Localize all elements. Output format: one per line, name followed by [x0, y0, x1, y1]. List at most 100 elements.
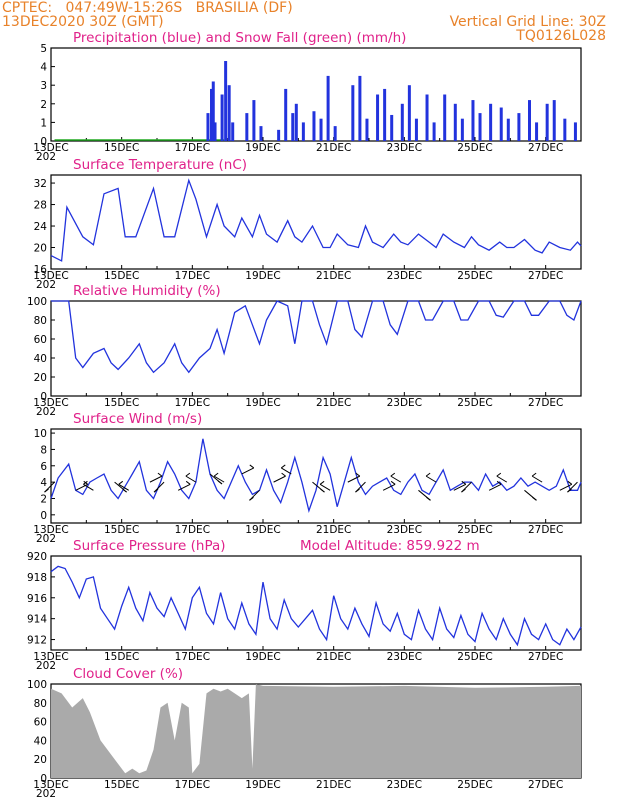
- precip-bar: [301, 122, 305, 141]
- precip-bar: [210, 88, 213, 141]
- precip-bar: [552, 100, 556, 141]
- temp-xtick-label: 17DEC: [175, 270, 210, 282]
- precip-bar: [425, 94, 429, 141]
- precip-bar: [351, 85, 355, 141]
- precip-bar: [284, 88, 288, 141]
- cloud-year-stub: 202: [36, 788, 56, 800]
- wind-arrow: [149, 475, 163, 483]
- wind-xtick-label: 13DEC: [33, 524, 68, 536]
- wind-ytick-label: 8: [40, 444, 47, 456]
- precip-bar: [227, 85, 231, 141]
- precip-bar: [383, 88, 387, 141]
- precip-xtick-label: 13DEC: [33, 142, 68, 154]
- temp-ytick-label: 16: [34, 264, 48, 276]
- precip-year-stub: 202: [36, 151, 56, 163]
- rh-xtick-label: 21DEC: [316, 397, 351, 409]
- precip-bar: [224, 61, 228, 141]
- cloud-xtick-label: 21DEC: [316, 779, 351, 791]
- precip-title: Precipitation (blue) and Snow Fall (gree…: [73, 30, 406, 46]
- wind-arrow-head: [390, 480, 396, 485]
- wind-arrow: [347, 475, 361, 483]
- precip-ytick-label: 1: [40, 117, 47, 129]
- wind-xtick-label: 25DEC: [457, 524, 492, 536]
- pressure-xtick-label: 15DEC: [104, 651, 139, 663]
- cloud-xtick-label: 25DEC: [457, 779, 492, 791]
- wind-arrow-head: [213, 472, 219, 477]
- precip-bar: [573, 122, 577, 141]
- wind-ytick-label: 2: [40, 493, 47, 505]
- wind-title: Surface Wind (m/s): [73, 411, 202, 427]
- cloud-xtick-label: 17DEC: [175, 779, 210, 791]
- precip-xtick-label: 19DEC: [245, 142, 280, 154]
- wind-arrow-head: [44, 488, 49, 493]
- precip-xtick-label: 27DEC: [528, 142, 563, 154]
- rh-xtick-label: 17DEC: [175, 397, 210, 409]
- rh-xtick-label: 25DEC: [457, 397, 492, 409]
- wind-arrow-head: [83, 480, 88, 485]
- cloud-area: [51, 684, 581, 778]
- temp-year-stub: 202: [36, 279, 56, 291]
- cloud-ytick-label: 40: [34, 735, 47, 747]
- pressure-ytick-label: 912: [27, 635, 47, 647]
- precip-bar: [545, 103, 549, 141]
- cloud-xtick-label: 23DEC: [387, 779, 422, 791]
- wind-arrow-head: [426, 496, 431, 501]
- rh-xtick-label: 19DEC: [245, 397, 280, 409]
- wind-arrow-head: [567, 488, 572, 493]
- pressure-ytick-label: 918: [27, 572, 47, 584]
- precip-bar: [414, 118, 418, 141]
- precip-bar: [252, 100, 256, 141]
- precip-ytick-label: 5: [40, 43, 47, 55]
- precip-bar: [211, 81, 215, 141]
- precip-bar: [489, 103, 493, 141]
- wind-arrow-head: [249, 496, 254, 501]
- pressure-ytick-label: 916: [27, 593, 47, 605]
- wind-xtick-label: 21DEC: [316, 524, 351, 536]
- wind-arrow: [213, 475, 225, 483]
- cloud-xtick-label: 15DEC: [104, 779, 139, 791]
- wind-arrow-head: [185, 472, 191, 477]
- wind-panel: Surface Wind (m/s) 0 2 4 6 8 10 13DEC 15DEC 17DEC…: [33, 411, 582, 545]
- precip-bar: [245, 113, 249, 141]
- precip-xtick-label: 23DEC: [387, 142, 422, 154]
- rh-ytick-label: 40: [34, 353, 47, 365]
- cloud-panel: Cloud Cover (%) 0 20 40 60 80 100 13DEC 15DEC 17D…: [27, 666, 582, 800]
- cloud-xtick-label: 27DEC: [528, 779, 563, 791]
- wind-arrow-head: [320, 488, 325, 493]
- wind-arrow-head: [425, 472, 431, 477]
- pressure-xtick-label: 27DEC: [528, 651, 563, 663]
- wind-arrow: [118, 483, 129, 491]
- wind-arrow: [185, 475, 197, 483]
- temp-ytick-label: 28: [34, 200, 47, 212]
- precip-panel: Precipitation (blue) and Snow Fall (gree…: [33, 30, 582, 163]
- temp-frame: [50, 174, 582, 270]
- precip-bar: [443, 94, 447, 141]
- precip-bar: [453, 103, 457, 141]
- precip-ytick-label: 3: [40, 80, 47, 92]
- pressure-xtick-label: 19DEC: [245, 651, 280, 663]
- precip-bar: [528, 100, 531, 141]
- wind-arrow: [425, 475, 437, 483]
- pressure-ytick-label: 914: [27, 614, 47, 626]
- pressure-xtick-label: 23DEC: [387, 651, 422, 663]
- wind-arrow: [177, 483, 191, 491]
- wind-arrow-head: [355, 488, 360, 493]
- precip-bar: [390, 114, 394, 141]
- wind-arrow: [531, 475, 543, 483]
- wind-ytick-label: 10: [34, 428, 47, 440]
- temp-xtick-label: 21DEC: [316, 270, 351, 282]
- wind-arrow: [83, 483, 94, 491]
- pressure-xtick-label: 25DEC: [457, 651, 492, 663]
- rh-xtick-label: 23DEC: [387, 397, 422, 409]
- temp-ytick-label: 20: [34, 243, 47, 255]
- wind-year-stub: 202: [36, 533, 56, 545]
- wind-arrow: [273, 475, 286, 483]
- rh-ytick-label: 0: [40, 391, 47, 403]
- temp-xtick-label: 27DEC: [528, 270, 563, 282]
- precip-frame: [50, 47, 582, 142]
- precip-bar: [319, 118, 323, 141]
- cloud-ytick-label: 20: [34, 754, 47, 766]
- header-vgrid: Vertical Grid Line: 30Z: [449, 14, 606, 30]
- precip-ytick-label: 4: [40, 62, 47, 74]
